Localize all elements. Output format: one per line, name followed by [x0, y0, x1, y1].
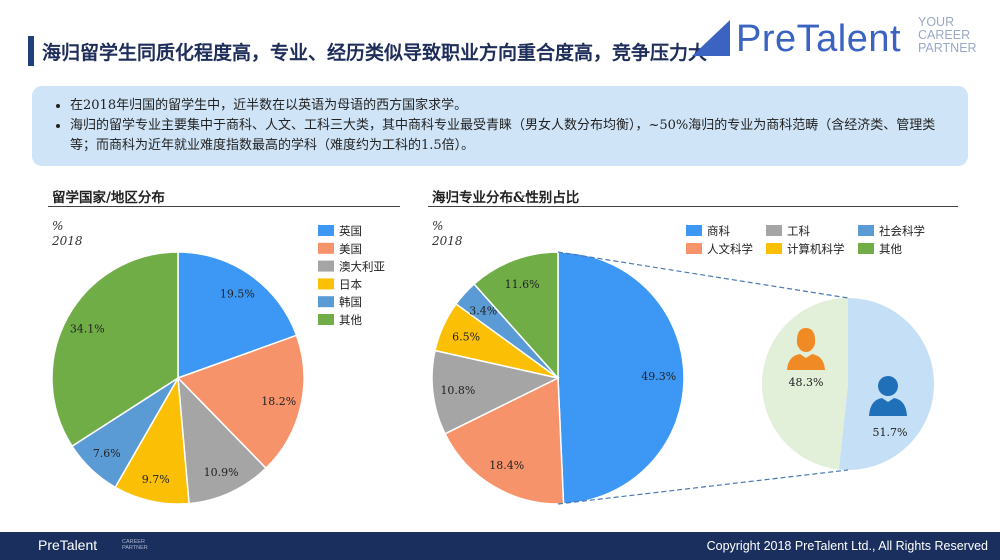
country-pie-slice-label: 10.9%: [204, 466, 239, 479]
page-title: 海归留学生同质化程度高，专业、经历类似导致职业方向重合度高，竞争压力大: [42, 42, 708, 64]
right-section-title: 海归专业分布&性别占比: [432, 190, 580, 206]
country-legend-label: 英国: [339, 224, 362, 238]
major-pie-slice-label: 11.6%: [505, 278, 540, 291]
major-pie-slice: [444, 376, 565, 505]
major-pie-slice: [557, 251, 685, 505]
country-legend-label: 澳大利亚: [339, 260, 385, 274]
country-legend-swatch: [318, 314, 334, 325]
footer-logo-text: PreTalent: [38, 537, 98, 553]
connector-line-bottom: [557, 469, 849, 505]
major-legend-swatch: [766, 225, 782, 236]
country-pie-slice: [177, 251, 298, 380]
country-pie-slice: [51, 251, 179, 448]
country-legend-swatch: [318, 278, 334, 290]
major-pie-slice-label: 3.4%: [469, 304, 497, 317]
left-section-divider: [48, 206, 400, 207]
logo-text: PreTalent: [736, 18, 902, 60]
major-legend-label: 社会科学: [879, 224, 925, 238]
gender-pie-slice-label: 48.3%: [789, 376, 824, 389]
country-legend-label: 日本: [339, 277, 362, 291]
major-pie-slice-label: 10.8%: [440, 384, 475, 397]
country-pie-slice-label: 7.6%: [93, 447, 121, 460]
major-legend-label: 人文科学: [707, 242, 753, 256]
summary-list: 在2018年归国的留学生中，近半数在以英语为母语的西方国家求学。 海归的留学专业…: [32, 86, 968, 156]
major-legend-swatch: [858, 243, 874, 254]
country-legend-swatch: [318, 260, 334, 272]
summary-bullet: 在2018年归国的留学生中，近半数在以英语为母语的西方国家求学。: [70, 96, 968, 116]
title-accent-bar: [28, 36, 34, 66]
logo-tagline: YOUR CAREER PARTNER: [918, 15, 977, 55]
major-legend-swatch: [686, 243, 702, 254]
major-legend-label: 其他: [879, 242, 902, 256]
country-pie-slice: [176, 334, 305, 470]
country-legend-label: 韩国: [339, 295, 362, 309]
major-pie-slice-label: 18.4%: [489, 459, 524, 472]
brand-logo: PreTalent YOUR CAREER PARTNER: [690, 10, 990, 70]
right-section-divider: [428, 206, 958, 207]
country-pie-slice: [114, 375, 190, 505]
right-unit-label: % 2018: [432, 219, 463, 248]
summary-box: 在2018年归国的留学生中，近半数在以英语为母语的西方国家求学。 海归的留学专业…: [32, 86, 968, 166]
major-legend-label: 计算机科学: [787, 242, 845, 256]
gender-pie-slice-label: 51.7%: [873, 426, 908, 439]
left-section-title: 留学国家/地区分布: [52, 190, 165, 206]
country-legend-swatch: [318, 225, 334, 236]
summary-bullet: 海归的留学专业主要集中于商科、人文、工科三大类，其中商科专业最受青睐（男女人数分…: [70, 116, 968, 156]
major-legend-swatch: [766, 243, 782, 254]
charts-canvas: 19.5% 18.2% 10.9% 9.7% 7.6% 34.1% 英国美国澳大利亚日本韩国…: [51, 224, 935, 505]
connector-line-top: [557, 251, 849, 299]
logo-triangle-icon: [692, 20, 730, 56]
male-person-icon: [869, 376, 907, 416]
country-legend-swatch: [318, 242, 334, 254]
country-pie-slice-label: 19.5%: [220, 287, 255, 300]
major-legend-label: 工科: [787, 224, 810, 238]
copyright-text: Copyright 2018 PreTalent Ltd., All Right…: [706, 539, 988, 553]
footer-logo-tagline: CAREER PARTNER: [122, 539, 148, 551]
major-pie-slice-label: 6.5%: [452, 331, 480, 344]
country-legend-label: 美国: [339, 242, 362, 256]
major-pie-slice: [473, 251, 559, 380]
country-pie-slice-label: 18.2%: [261, 395, 296, 408]
female-person-icon: [787, 328, 825, 370]
major-legend-swatch: [858, 225, 874, 236]
major-legend-swatch: [686, 225, 702, 236]
country-pie-slice: [177, 375, 268, 505]
country-pie-slice-label: 34.1%: [70, 323, 105, 336]
country-legend-label: 其他: [339, 313, 362, 327]
footer-bar: PreTalent CAREER PARTNER Copyright 2018 …: [0, 532, 1000, 560]
major-pie-slice-label: 49.3%: [641, 370, 676, 383]
major-legend-label: 商科: [707, 224, 730, 238]
country-legend-swatch: [318, 296, 334, 308]
country-pie-slice-label: 9.7%: [142, 473, 170, 486]
gender-pie-slice: [762, 298, 848, 470]
left-unit-label: % 2018: [52, 219, 83, 248]
